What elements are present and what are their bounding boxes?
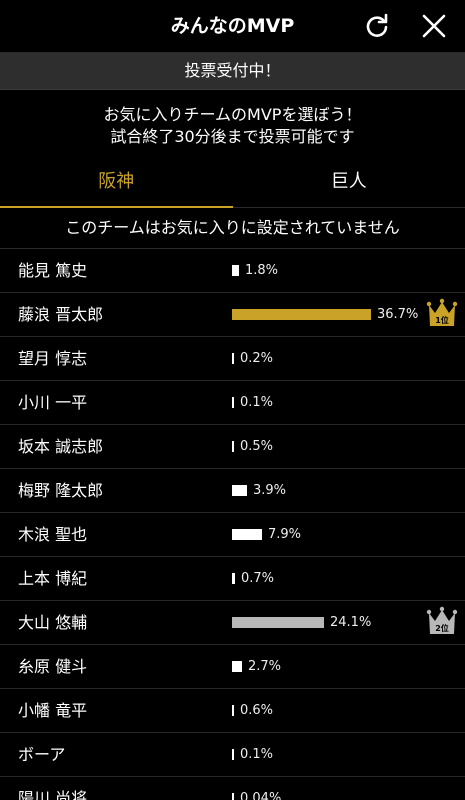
vote-percent: 2.7% — [248, 645, 281, 688]
app-header: みんなのMVP — [0, 0, 465, 53]
tab-hanshin[interactable]: 阪神 — [0, 160, 233, 207]
refresh-icon[interactable] — [363, 12, 391, 40]
player-row[interactable]: 上本 博紀 0.7% — [0, 557, 465, 601]
crown-icon: 1位 — [426, 298, 458, 328]
player-name: 坂本 誠志郎 — [18, 425, 103, 468]
player-row[interactable]: 陽川 尚将 0.04% — [0, 777, 465, 800]
player-name: 木浪 聖也 — [18, 513, 87, 556]
player-row[interactable]: 大山 悠輔 24.1% 2位 — [0, 601, 465, 645]
intro-text: お気に入りチームのMVPを選ぼう！ 試合終了30分後まで投票可能です — [0, 90, 465, 154]
tab-kyojin[interactable]: 巨人 — [233, 160, 465, 207]
player-row[interactable]: 藤浪 晋太郎 36.7% 1位 — [0, 293, 465, 337]
vote-percent: 3.9% — [253, 469, 286, 512]
player-name: ボーア — [18, 733, 65, 776]
player-name: 小川 一平 — [18, 381, 87, 424]
player-name: 能見 篤史 — [18, 249, 87, 292]
vote-bar — [232, 793, 234, 800]
vote-percent: 0.2% — [240, 337, 273, 380]
vote-percent: 0.04% — [240, 777, 281, 800]
vote-percent: 0.5% — [240, 425, 273, 468]
player-name: 糸原 健斗 — [18, 645, 87, 688]
vote-percent: 0.1% — [240, 733, 273, 776]
crown-icon: 2位 — [426, 606, 458, 636]
intro-line-1: お気に入りチームのMVPを選ぼう！ — [0, 104, 465, 126]
player-row[interactable]: 小幡 竜平 0.6% — [0, 689, 465, 733]
player-row[interactable]: 能見 篤史 1.8% — [0, 249, 465, 293]
vote-percent: 0.7% — [241, 557, 274, 600]
player-row[interactable]: 梅野 隆太郎 3.9% — [0, 469, 465, 513]
player-row[interactable]: 坂本 誠志郎 0.5% — [0, 425, 465, 469]
vote-bar — [232, 485, 247, 496]
vote-bar — [232, 573, 235, 584]
vote-bar — [232, 309, 371, 320]
vote-bar — [232, 617, 324, 628]
page-title: みんなのMVP — [0, 0, 465, 52]
player-row[interactable]: 木浪 聖也 7.9% — [0, 513, 465, 557]
rank-label: 2位 — [435, 623, 449, 633]
player-name: 上本 博紀 — [18, 557, 87, 600]
favorite-notice: このチームはお気に入りに設定されていません — [0, 208, 465, 249]
team-tabs: 阪神 巨人 — [0, 160, 465, 208]
player-name: 陽川 尚将 — [18, 777, 87, 800]
vote-bar — [232, 265, 239, 276]
player-name: 藤浪 晋太郎 — [18, 293, 103, 336]
player-list: 能見 篤史 1.8% 藤浪 晋太郎 36.7% 1位望月 惇志 0.2% 小川 一平 0.1%… — [0, 249, 465, 800]
vote-bar — [232, 705, 234, 716]
vote-percent: 7.9% — [268, 513, 301, 556]
vote-percent: 0.6% — [240, 689, 273, 732]
player-row[interactable]: ボーア 0.1% — [0, 733, 465, 777]
vote-bar — [232, 661, 242, 672]
player-row[interactable]: 望月 惇志 0.2% — [0, 337, 465, 381]
vote-bar — [232, 749, 234, 760]
intro-line-2: 試合終了30分後まで投票可能です — [0, 126, 465, 148]
vote-percent: 0.1% — [240, 381, 273, 424]
vote-percent: 1.8% — [245, 249, 278, 292]
vote-bar — [232, 441, 234, 452]
close-icon[interactable] — [420, 12, 448, 40]
player-name: 望月 惇志 — [18, 337, 87, 380]
player-row[interactable]: 糸原 健斗 2.7% — [0, 645, 465, 689]
vote-bar — [232, 529, 262, 540]
vote-percent: 24.1% — [330, 601, 371, 644]
rank-label: 1位 — [435, 315, 449, 325]
player-name: 梅野 隆太郎 — [18, 469, 103, 512]
vote-bar — [232, 353, 234, 364]
player-row[interactable]: 小川 一平 0.1% — [0, 381, 465, 425]
vote-bar — [232, 397, 234, 408]
player-name: 大山 悠輔 — [18, 601, 87, 644]
vote-percent: 36.7% — [377, 293, 418, 336]
voting-status-banner: 投票受付中！ — [0, 53, 465, 90]
player-name: 小幡 竜平 — [18, 689, 87, 732]
